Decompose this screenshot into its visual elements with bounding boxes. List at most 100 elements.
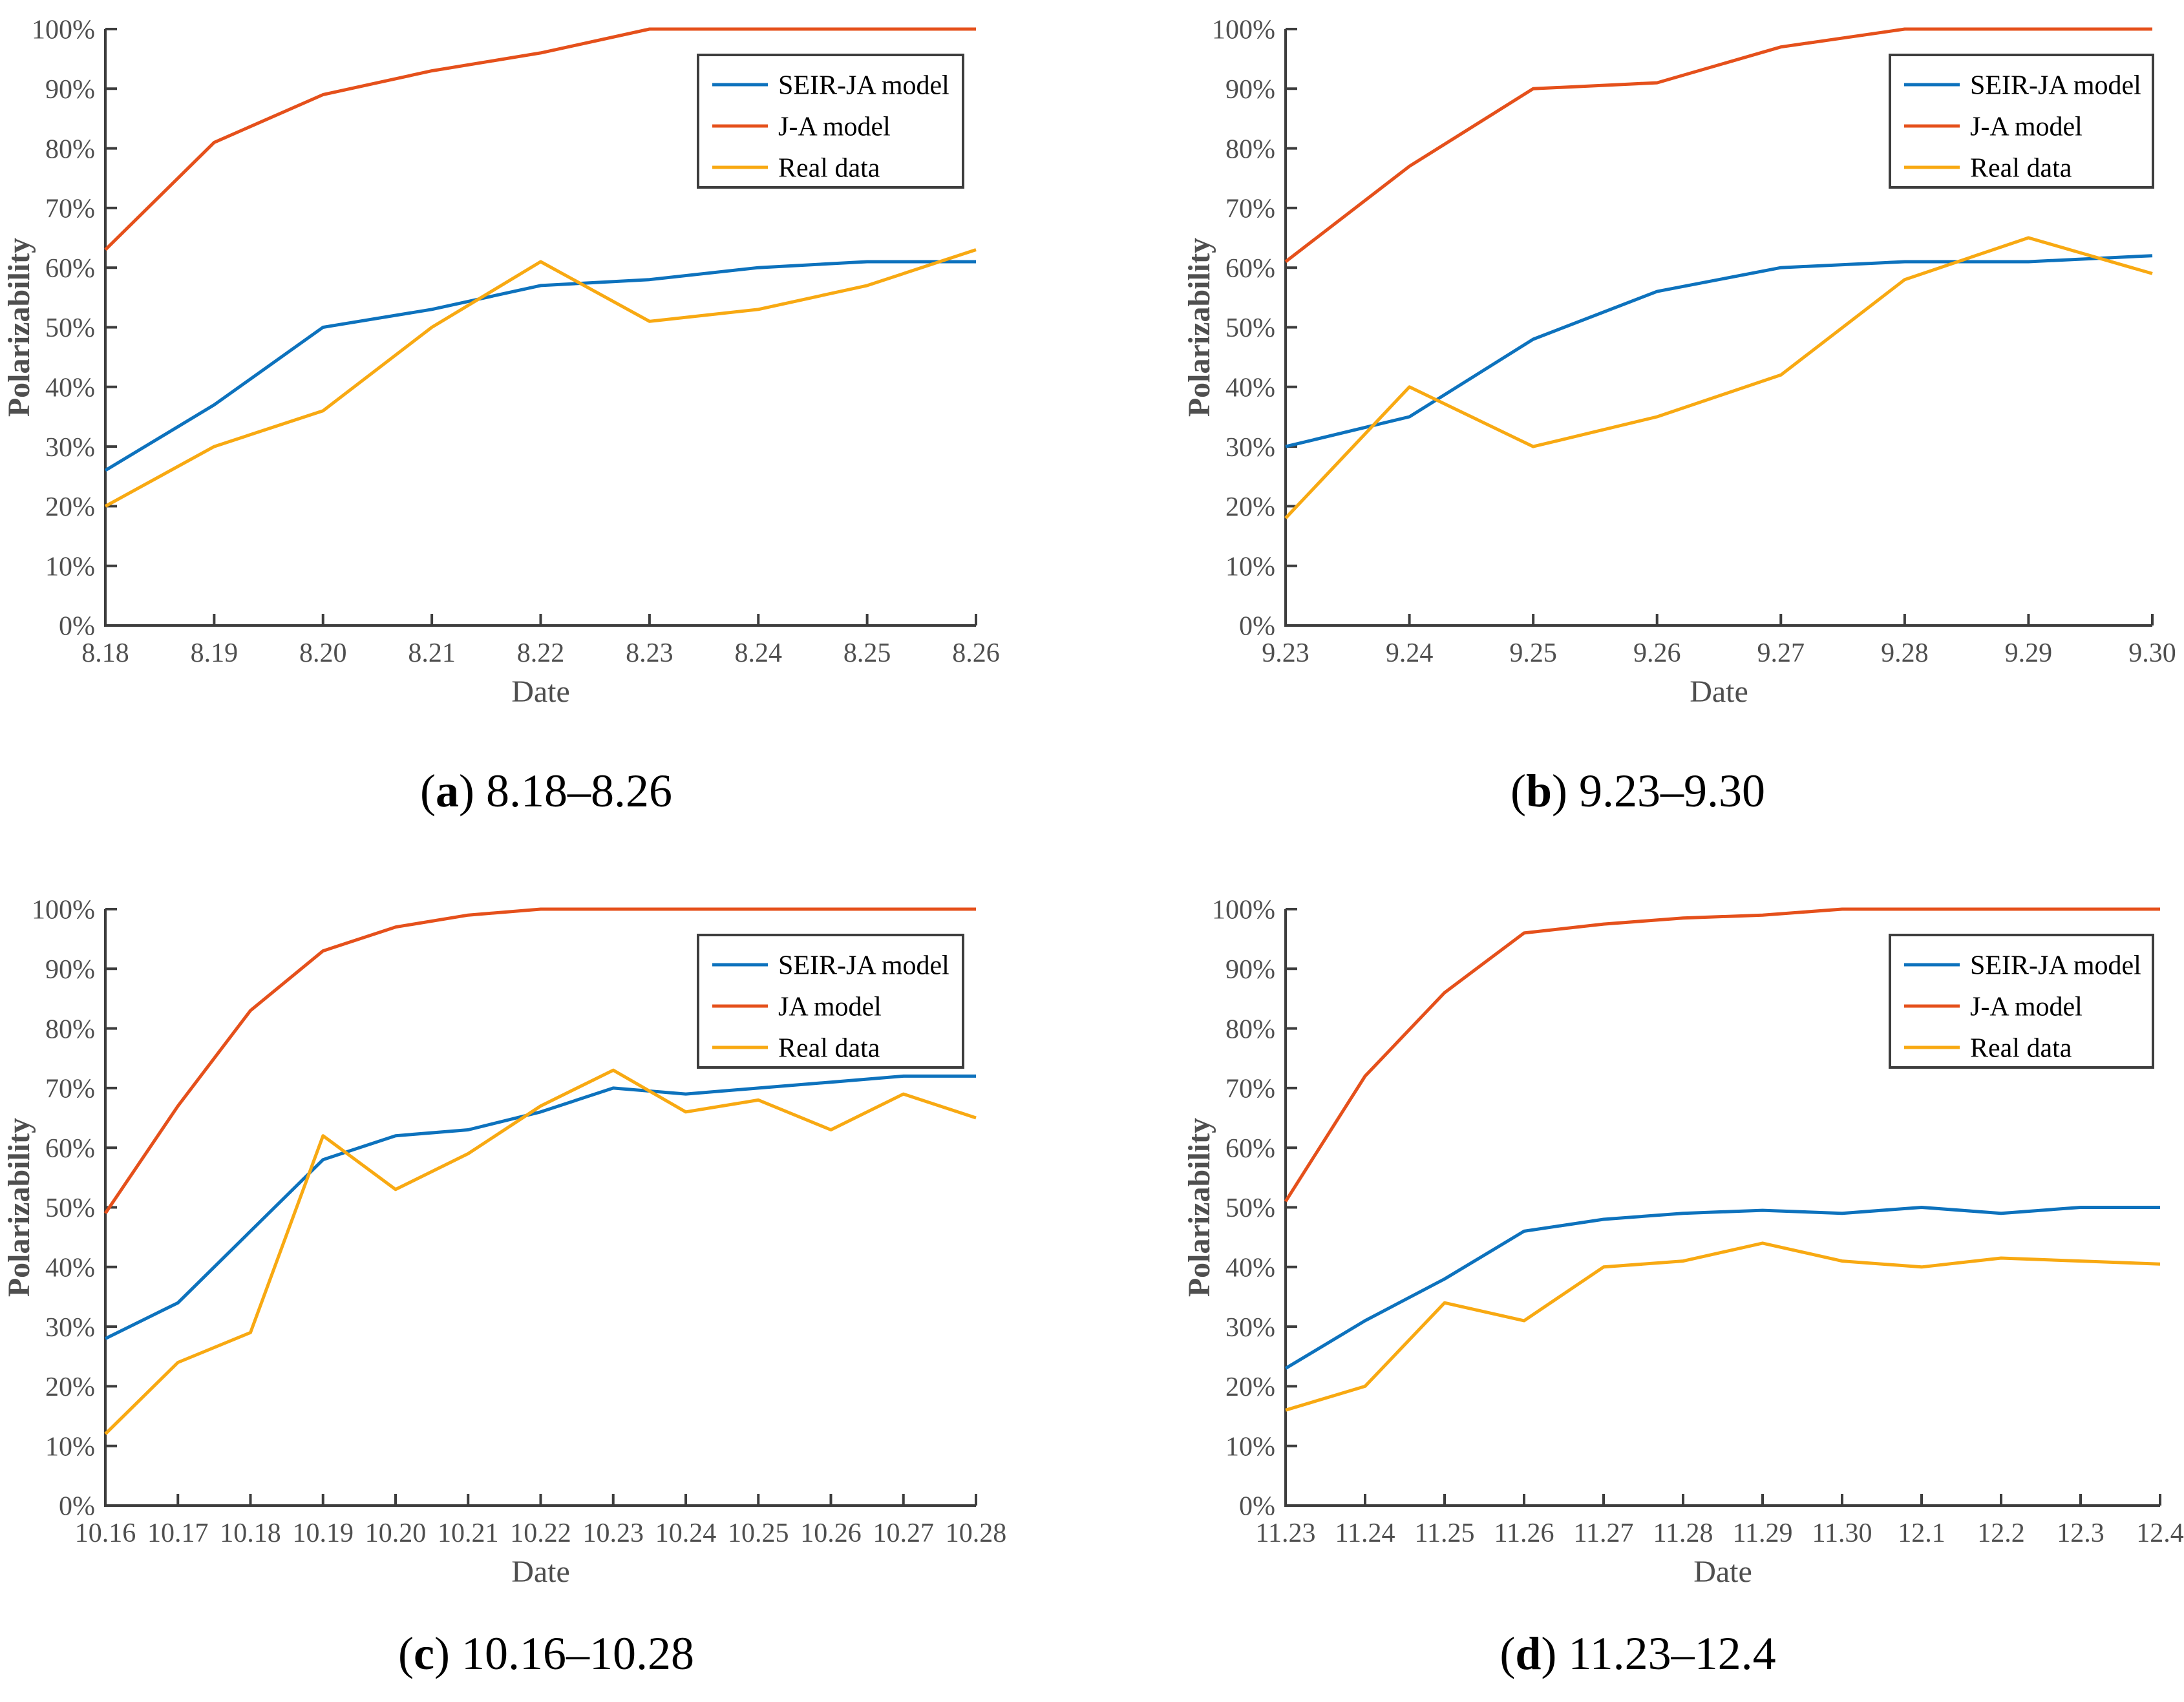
series-line-real-data (1284, 236, 2153, 520)
y-tick-label: 50% (1225, 313, 1275, 343)
axes (104, 28, 977, 627)
legend-label: SEIR-JA model (1970, 951, 2141, 981)
x-tick-label: 10.21 (438, 1518, 499, 1548)
caption-letter: b (1525, 765, 1553, 817)
x-tick-label: 9.30 (2128, 638, 2176, 668)
x-tick-label: 10.27 (873, 1518, 935, 1548)
chart-panel-a: 0% 10% 20% 30% 40% 50% 60% 70% 80% 90% 100% 8.18 8.1… (2, 16, 1000, 709)
y-axis-title: Polarizability (2, 238, 36, 417)
caption-letter: d (1515, 1628, 1542, 1679)
chart-panel-d: 0% 10% 20% 30% 40% 50% 60% 70% 80% 90% 100% 11.23 11… (1182, 896, 2184, 1589)
legend-label: Real data (778, 1034, 880, 1064)
y-tick-label: 20% (45, 1372, 95, 1402)
y-tick-label: 80% (1225, 134, 1275, 164)
legend: SEIR-JA model J-A model Real data (1889, 54, 2154, 189)
x-tick-label: 11.24 (1335, 1518, 1395, 1548)
x-tick-label: 9.29 (2005, 638, 2053, 668)
y-tick-label: 10% (45, 552, 95, 582)
legend-label: SEIR-JA model (1970, 71, 2141, 101)
x-tick-label: 8.20 (299, 638, 347, 668)
x-tick-label: 8.18 (81, 638, 129, 668)
series-line-seir-ja-model (104, 260, 976, 472)
y-tick-label: 60% (1225, 1134, 1275, 1164)
y-tick-label: 90% (1225, 955, 1275, 985)
caption-range: 10.16–10.28 (461, 1628, 694, 1679)
y-tick-label: 70% (45, 194, 95, 224)
legend-label: Real data (1970, 1034, 2072, 1064)
x-tick-label: 9.24 (1386, 638, 1434, 668)
y-axis-title: Polarizability (1182, 1118, 1216, 1297)
x-tick-label: 12.3 (2057, 1518, 2104, 1548)
x-tick-label: 10.22 (510, 1518, 571, 1548)
y-tick-label: 90% (45, 955, 95, 985)
y-tick-label: 40% (45, 373, 95, 403)
caption-open-paren: ( (1500, 1628, 1516, 1679)
y-tick-label: 60% (45, 254, 95, 284)
y-tick-label: 10% (45, 1432, 95, 1462)
x-tick-label: 10.26 (800, 1518, 862, 1548)
y-tick-label: 10% (1225, 1432, 1275, 1462)
y-tick-label: 100% (32, 16, 95, 45)
series-line-real-data (104, 248, 977, 508)
x-tick-label: 8.19 (191, 638, 239, 668)
legend-box (1889, 54, 2154, 189)
y-tick-label: 20% (45, 492, 95, 522)
chart-panel-c: 0% 10% 20% 30% 40% 50% 60% 70% 80% 90% 100% 10.16 10… (2, 896, 1006, 1589)
x-tick-label: 10.25 (728, 1518, 789, 1548)
x-tick-label: 10.24 (655, 1518, 717, 1548)
chart-panel-b: 0% 10% 20% 30% 40% 50% 60% 70% 80% 90% 100% 9.23 9.2… (1182, 16, 2176, 709)
caption-open-paren: ( (398, 1628, 414, 1679)
y-tick-label: 70% (45, 1075, 95, 1104)
series-line-j-a-model (104, 27, 976, 251)
axes (1284, 908, 2161, 1507)
x-tick-label: 11.28 (1653, 1518, 1713, 1548)
caption-letter: a (436, 765, 459, 817)
y-tick-label: 0% (1239, 1492, 1275, 1522)
legend-label: J-A model (778, 112, 891, 142)
x-tick-label: 10.18 (220, 1518, 281, 1548)
y-tick-label: 80% (1225, 1014, 1275, 1044)
x-tick-label: 9.28 (1881, 638, 1929, 668)
x-tick-label: 9.27 (1757, 638, 1805, 668)
x-tick-label: 9.23 (1262, 638, 1309, 668)
y-tick-label: 10% (1225, 552, 1275, 582)
caption-range: 8.18–8.26 (485, 765, 672, 817)
x-tick-label: 8.21 (408, 638, 456, 668)
x-tick-label: 12.2 (1977, 1518, 2025, 1548)
y-tick-label: 100% (32, 896, 95, 925)
caption-close-paren: ) (434, 1628, 450, 1679)
y-tick-label: 30% (45, 1313, 95, 1343)
x-tick-label: 8.26 (952, 638, 1000, 668)
x-tick-label: 11.23 (1256, 1518, 1316, 1548)
y-tick-label: 0% (59, 612, 95, 642)
caption-open-paren: ( (1510, 765, 1526, 817)
x-tick-label: 11.25 (1415, 1518, 1475, 1548)
legend: SEIR-JA model JA model Real data (697, 934, 964, 1069)
y-tick-label: 30% (1225, 433, 1275, 463)
legend-label: SEIR-JA model (778, 71, 949, 101)
y-tick-label: 60% (1225, 254, 1275, 284)
x-tick-label: 11.29 (1733, 1518, 1793, 1548)
caption-panel-d: (d) 11.23–12.4 (1092, 1628, 2184, 1679)
y-tick-label: 40% (1225, 373, 1275, 403)
caption-letter: c (414, 1628, 434, 1679)
series-line-real-data (104, 1068, 977, 1435)
axes (104, 908, 977, 1507)
x-tick-label: 8.25 (843, 638, 891, 668)
y-tick-label: 90% (1225, 75, 1275, 105)
caption-panel-c: (c) 10.16–10.28 (0, 1628, 1092, 1679)
series-line-seir-ja-model (104, 1074, 976, 1340)
caption-range: 11.23–12.4 (1568, 1628, 1776, 1679)
legend: SEIR-JA model J-A model Real data (697, 54, 964, 189)
x-tick-label: 8.22 (517, 638, 565, 668)
x-tick-label: 10.19 (293, 1518, 354, 1548)
x-tick-label: 12.1 (1898, 1518, 1945, 1548)
x-tick-label: 9.25 (1509, 638, 1557, 668)
x-tick-label: 9.26 (1633, 638, 1681, 668)
y-tick-label: 20% (1225, 1372, 1275, 1402)
x-tick-label: 10.16 (75, 1518, 136, 1548)
legend-box (1889, 934, 2154, 1069)
y-tick-label: 70% (1225, 1075, 1275, 1104)
series-line-real-data (1285, 1241, 2161, 1412)
